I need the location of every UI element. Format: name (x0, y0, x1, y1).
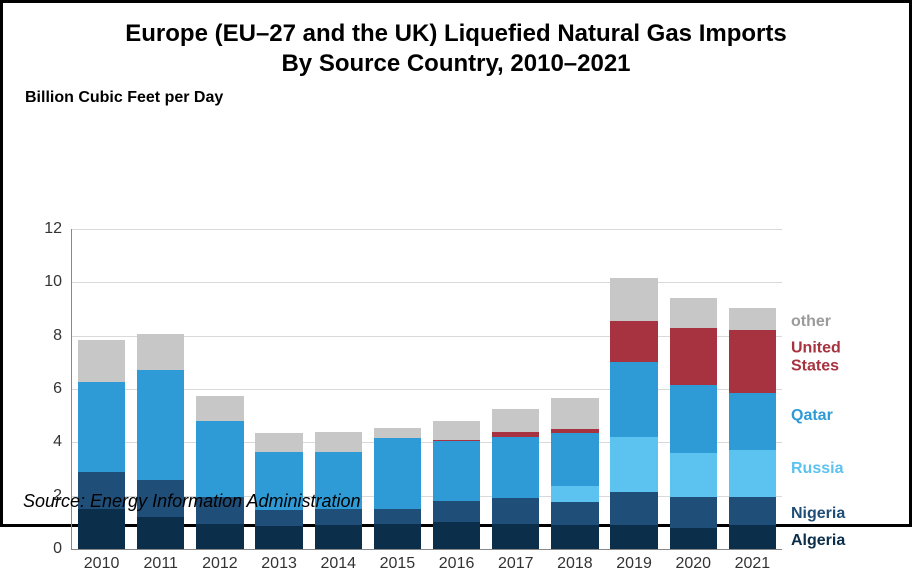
bar-seg-other (433, 421, 480, 440)
bar-seg-algeria (255, 526, 302, 549)
bar-seg-qatar (670, 385, 717, 453)
x-tick-label: 2015 (368, 555, 427, 573)
chart-frame: Europe (EU–27 and the UK) Liquefied Natu… (0, 0, 912, 527)
bar-seg-other (610, 278, 657, 321)
bar-seg-us (729, 330, 776, 393)
bar-seg-algeria (315, 525, 362, 549)
bar-2015 (374, 428, 421, 549)
bar-seg-other (374, 428, 421, 439)
bar-2012 (196, 396, 243, 549)
bar-seg-algeria (374, 524, 421, 549)
x-tick-label: 2013 (250, 555, 309, 573)
bar-seg-qatar (729, 393, 776, 450)
bar-seg-us (433, 440, 480, 441)
bar-seg-qatar (551, 433, 598, 486)
bar-seg-algeria (610, 525, 657, 549)
y-tick-label: 6 (34, 380, 62, 398)
bar-seg-algeria (492, 524, 539, 549)
chart-title: Europe (EU–27 and the UK) Liquefied Natu… (21, 19, 891, 79)
bar-seg-other (255, 433, 302, 452)
x-tick-label: 2020 (664, 555, 723, 573)
legend-item-nigeria: Nigeria (791, 505, 845, 523)
bar-2016 (433, 421, 480, 549)
bar-seg-qatar (137, 370, 184, 479)
bar-seg-other (492, 409, 539, 432)
gridline (72, 282, 782, 283)
bar-seg-nigeria (670, 497, 717, 528)
bar-seg-russia (551, 486, 598, 502)
bar-seg-other (670, 298, 717, 327)
bar-2011 (137, 334, 184, 549)
bar-seg-other (551, 398, 598, 429)
bar-seg-qatar (196, 421, 243, 497)
bar-seg-us (551, 429, 598, 433)
bar-seg-nigeria (551, 502, 598, 525)
bar-seg-algeria (551, 525, 598, 549)
legend-item-us: United States (791, 339, 891, 374)
bar-seg-algeria (433, 522, 480, 549)
y-tick-label: 10 (34, 273, 62, 291)
x-tick-label: 2016 (427, 555, 486, 573)
x-tick-label: 2012 (190, 555, 249, 573)
bar-seg-nigeria (610, 492, 657, 525)
x-tick-label: 2019 (605, 555, 664, 573)
bar-seg-nigeria (255, 510, 302, 526)
bar-seg-russia (729, 450, 776, 497)
bar-seg-algeria (729, 525, 776, 549)
bar-2021 (729, 308, 776, 549)
source-text: Source: Energy Information Administratio… (23, 491, 361, 512)
y-tick-label: 0 (34, 540, 62, 558)
legend-item-algeria: Algeria (791, 532, 845, 550)
y-tick-label: 8 (34, 327, 62, 345)
bar-seg-qatar (610, 362, 657, 437)
bar-seg-qatar (433, 441, 480, 501)
bar-seg-us (610, 321, 657, 362)
gridline (72, 229, 782, 230)
bar-seg-algeria (670, 528, 717, 549)
bar-seg-nigeria (433, 501, 480, 522)
y-tick-label: 4 (34, 433, 62, 451)
bar-2018 (551, 398, 598, 549)
x-tick-label: 2021 (723, 555, 782, 573)
bar-seg-nigeria (492, 498, 539, 523)
bar-seg-other (729, 308, 776, 331)
bar-seg-us (670, 328, 717, 385)
legend-item-qatar: Qatar (791, 407, 833, 425)
bar-2020 (670, 298, 717, 549)
bar-seg-us (492, 432, 539, 437)
bar-seg-algeria (196, 524, 243, 549)
bar-seg-qatar (374, 438, 421, 509)
y-axis-title: Billion Cubic Feet per Day (25, 89, 891, 107)
y-tick-label: 12 (34, 220, 62, 238)
bar-seg-other (78, 340, 125, 383)
bar-seg-other (137, 334, 184, 370)
bar-seg-nigeria (374, 509, 421, 524)
x-tick-label: 2014 (309, 555, 368, 573)
legend-item-other: other (791, 313, 831, 331)
bar-seg-other (315, 432, 362, 452)
legend-item-russia: Russia (791, 460, 843, 478)
x-tick-label: 2017 (486, 555, 545, 573)
bar-seg-qatar (492, 437, 539, 498)
bar-2019 (610, 278, 657, 549)
bar-2017 (492, 409, 539, 549)
bar-seg-russia (610, 437, 657, 492)
x-tick-label: 2010 (72, 555, 131, 573)
bar-seg-qatar (78, 382, 125, 471)
x-tick-label: 2011 (131, 555, 190, 573)
chart-title-line2: By Source Country, 2010–2021 (281, 50, 630, 77)
bar-seg-nigeria (729, 497, 776, 525)
bar-2010 (78, 340, 125, 549)
bar-seg-algeria (137, 517, 184, 549)
x-tick-label: 2018 (545, 555, 604, 573)
bar-seg-other (196, 396, 243, 421)
chart-title-line1: Europe (EU–27 and the UK) Liquefied Natu… (125, 20, 786, 47)
bar-seg-russia (670, 453, 717, 497)
bar-seg-algeria (78, 509, 125, 549)
